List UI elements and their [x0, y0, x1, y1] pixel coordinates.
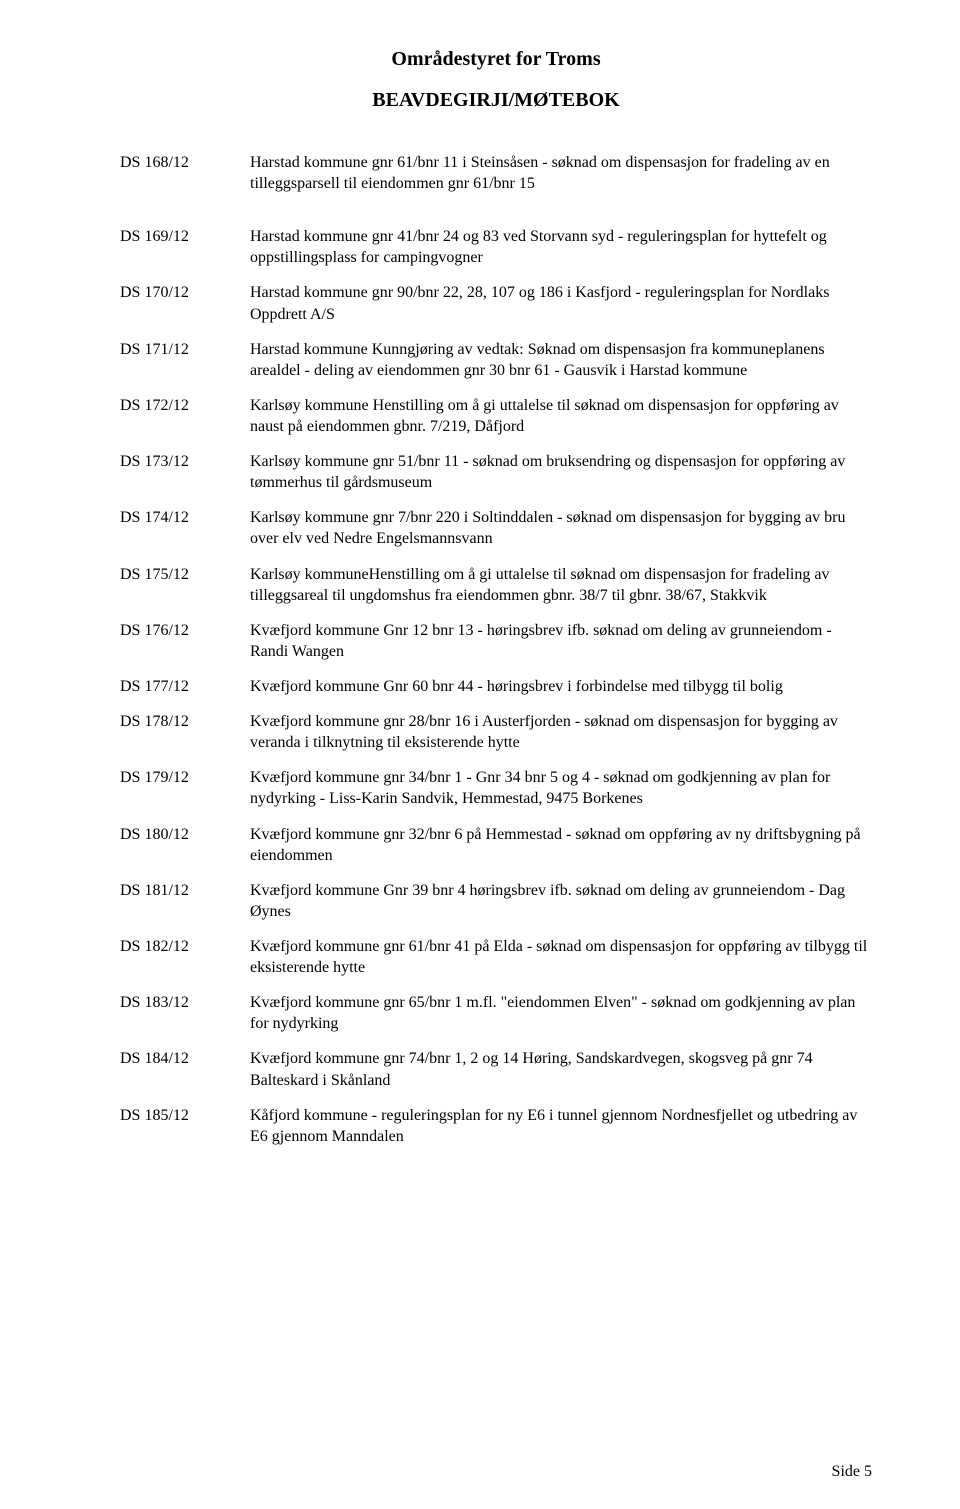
entry-description: Kvæfjord kommune gnr 65/bnr 1 m.fl. "eie…: [250, 992, 872, 1034]
entry-row: DS 172/12Karlsøy kommune Henstilling om …: [120, 395, 872, 437]
entry-code: DS 179/12: [120, 767, 250, 788]
entry-row: DS 181/12Kvæfjord kommune Gnr 39 bnr 4 h…: [120, 880, 872, 922]
entry-description: Kvæfjord kommune Gnr 60 bnr 44 - hørings…: [250, 676, 872, 697]
entry-row: DS 169/12Harstad kommune gnr 41/bnr 24 o…: [120, 226, 872, 268]
document-page: Områdestyret for Troms BEAVDEGIRJI/MØTEB…: [0, 0, 960, 1509]
entry-code: DS 169/12: [120, 226, 250, 247]
entry-description: Kvæfjord kommune gnr 61/bnr 41 på Elda -…: [250, 936, 872, 978]
entry-row: DS 171/12Harstad kommune Kunngjøring av …: [120, 339, 872, 381]
entry-code: DS 175/12: [120, 564, 250, 585]
entry-description: Karlsøy kommune gnr 7/bnr 220 i Soltindd…: [250, 507, 872, 549]
entry-code: DS 181/12: [120, 880, 250, 901]
entry-row: DS 177/12Kvæfjord kommune Gnr 60 bnr 44 …: [120, 676, 872, 697]
entry-code: DS 172/12: [120, 395, 250, 416]
entry-description: Kvæfjord kommune Gnr 12 bnr 13 - hørings…: [250, 620, 872, 662]
entry-description: Harstad kommune gnr 61/bnr 11 i Steinsås…: [250, 152, 872, 194]
entry-code: DS 183/12: [120, 992, 250, 1013]
entry-description: Kvæfjord kommune Gnr 39 bnr 4 høringsbre…: [250, 880, 872, 922]
entry-code: DS 170/12: [120, 282, 250, 303]
entry-code: DS 176/12: [120, 620, 250, 641]
entry-row: DS 175/12Karlsøy kommuneHenstilling om å…: [120, 564, 872, 606]
entry-row: DS 183/12Kvæfjord kommune gnr 65/bnr 1 m…: [120, 992, 872, 1034]
entry-code: DS 180/12: [120, 824, 250, 845]
header-subtitle: BEAVDEGIRJI/MØTEBOK: [120, 89, 872, 112]
entry-code: DS 177/12: [120, 676, 250, 697]
entry-code: DS 178/12: [120, 711, 250, 732]
entry-code: DS 168/12: [120, 152, 250, 173]
entry-row: DS 174/12Karlsøy kommune gnr 7/bnr 220 i…: [120, 507, 872, 549]
entry-row: DS 178/12Kvæfjord kommune gnr 28/bnr 16 …: [120, 711, 872, 753]
entry-row: DS 176/12Kvæfjord kommune Gnr 12 bnr 13 …: [120, 620, 872, 662]
document-header: Områdestyret for Troms BEAVDEGIRJI/MØTEB…: [120, 48, 872, 112]
entry-row: DS 182/12Kvæfjord kommune gnr 61/bnr 41 …: [120, 936, 872, 978]
header-title: Områdestyret for Troms: [120, 48, 872, 71]
entry-description: Kvæfjord kommune gnr 28/bnr 16 i Austerf…: [250, 711, 872, 753]
entry-row: DS 170/12Harstad kommune gnr 90/bnr 22, …: [120, 282, 872, 324]
entry-row: DS 184/12Kvæfjord kommune gnr 74/bnr 1, …: [120, 1048, 872, 1090]
entry-description: Harstad kommune gnr 41/bnr 24 og 83 ved …: [250, 226, 872, 268]
page-number: Side 5: [832, 1463, 872, 1481]
entry-code: DS 174/12: [120, 507, 250, 528]
entry-code: DS 185/12: [120, 1105, 250, 1126]
entry-row: DS 173/12Karlsøy kommune gnr 51/bnr 11 -…: [120, 451, 872, 493]
entry-description: Kvæfjord kommune gnr 74/bnr 1, 2 og 14 H…: [250, 1048, 872, 1090]
entry-description: Karlsøy kommuneHenstilling om å gi uttal…: [250, 564, 872, 606]
entry-code: DS 184/12: [120, 1048, 250, 1069]
entry-description: Karlsøy kommune Henstilling om å gi utta…: [250, 395, 872, 437]
entry-description: Kåfjord kommune - reguleringsplan for ny…: [250, 1105, 872, 1147]
entry-description: Kvæfjord kommune gnr 34/bnr 1 - Gnr 34 b…: [250, 767, 872, 809]
entry-row-standalone: DS 168/12 Harstad kommune gnr 61/bnr 11 …: [120, 152, 872, 194]
entry-row: DS 185/12Kåfjord kommune - reguleringspl…: [120, 1105, 872, 1147]
entry-description: Harstad kommune Kunngjøring av vedtak: S…: [250, 339, 872, 381]
entry-description: Harstad kommune gnr 90/bnr 22, 28, 107 o…: [250, 282, 872, 324]
entry-code: DS 171/12: [120, 339, 250, 360]
entries-list: DS 169/12Harstad kommune gnr 41/bnr 24 o…: [120, 226, 872, 1147]
entry-description: Kvæfjord kommune gnr 32/bnr 6 på Hemmest…: [250, 824, 872, 866]
entry-code: DS 182/12: [120, 936, 250, 957]
entry-code: DS 173/12: [120, 451, 250, 472]
entry-row: DS 179/12Kvæfjord kommune gnr 34/bnr 1 -…: [120, 767, 872, 809]
entry-row: DS 180/12Kvæfjord kommune gnr 32/bnr 6 p…: [120, 824, 872, 866]
entry-description: Karlsøy kommune gnr 51/bnr 11 - søknad o…: [250, 451, 872, 493]
